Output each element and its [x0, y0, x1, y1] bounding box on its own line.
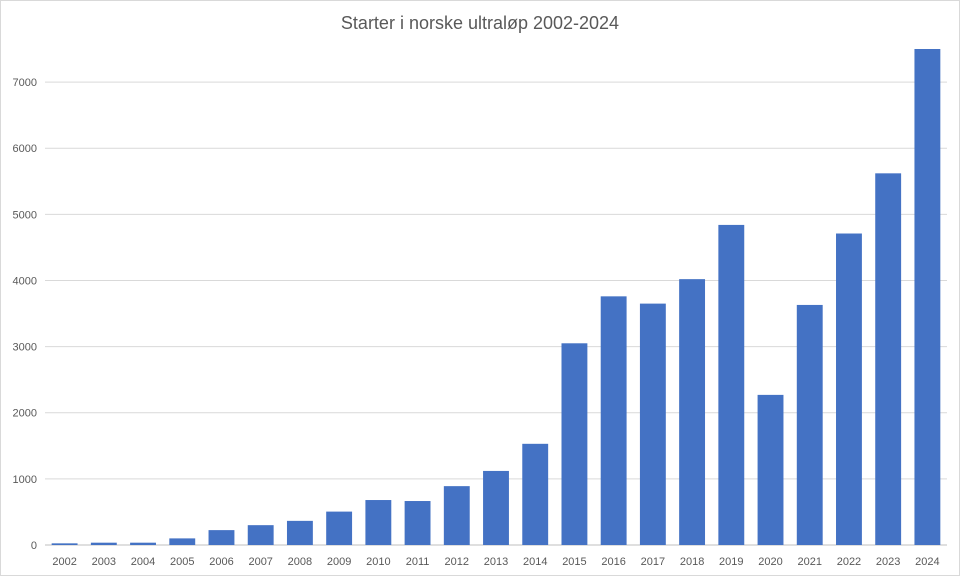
- bar-2017: [639, 303, 666, 545]
- x-tick-label: 2021: [797, 556, 821, 568]
- x-tick-label: 2023: [876, 556, 900, 568]
- x-tick-label: 2006: [209, 556, 233, 568]
- x-tick-label: 2016: [601, 556, 625, 568]
- bars: [51, 49, 941, 545]
- x-tick-label: 2019: [719, 556, 743, 568]
- bar-2023: [875, 173, 902, 545]
- chart-title: Starter i norske ultraløp 2002-2024: [341, 13, 619, 33]
- bar-2016: [600, 296, 627, 545]
- x-tick-label: 2009: [327, 556, 351, 568]
- x-tick-label: 2015: [562, 556, 586, 568]
- x-tick-label: 2012: [445, 556, 469, 568]
- y-axis-tick-labels: 0 1000 2000 3000 4000 5000 6000 7000: [13, 77, 37, 552]
- bar-2013: [483, 470, 509, 545]
- bar-2006: [208, 530, 235, 545]
- y-tick-label: 6000: [13, 143, 37, 155]
- bar-2008: [286, 520, 313, 545]
- bar-2003: [90, 542, 117, 545]
- x-tick-label: 2010: [366, 556, 390, 568]
- y-tick-label: 3000: [13, 342, 37, 354]
- bar-2019: [718, 224, 745, 545]
- bar-2010: [365, 500, 392, 545]
- bar-2009: [326, 511, 353, 545]
- y-tick-label: 5000: [13, 209, 37, 221]
- x-tick-label: 2002: [52, 556, 76, 568]
- gridlines: [45, 81, 947, 546]
- x-tick-label: 2014: [523, 556, 547, 568]
- bar-2004: [130, 542, 156, 545]
- x-tick-label: 2007: [248, 556, 272, 568]
- x-tick-label: 2004: [131, 556, 155, 568]
- y-tick-label: 2000: [13, 408, 37, 420]
- x-tick-label: 2017: [641, 556, 665, 568]
- x-axis-tick-labels: 2002 2003 2004 2005 2006 2007 2008 2009 2010 2011…: [52, 556, 939, 568]
- bar-2022: [836, 233, 862, 545]
- bar-2014: [522, 443, 549, 545]
- x-tick-label: 2020: [758, 556, 782, 568]
- bar-2020: [757, 394, 784, 545]
- x-tick-label: 2005: [170, 556, 194, 568]
- bar-2002: [51, 543, 78, 545]
- bar-2012: [443, 486, 470, 545]
- bar-2021: [796, 304, 823, 545]
- bar-2005: [169, 538, 196, 545]
- x-tick-label: 2024: [915, 556, 939, 568]
- bar-2024: [914, 49, 941, 545]
- bar-2015: [561, 343, 588, 545]
- y-tick-label: 4000: [13, 275, 37, 287]
- y-tick-label: 0: [31, 540, 37, 552]
- bar-2007: [247, 525, 274, 545]
- x-tick-label: 2011: [406, 556, 430, 568]
- x-tick-label: 2003: [92, 556, 116, 568]
- x-tick-label: 2018: [680, 556, 704, 568]
- bar-2011: [404, 501, 431, 545]
- y-tick-label: 1000: [13, 474, 37, 486]
- x-tick-label: 2008: [288, 556, 312, 568]
- x-tick-label: 2013: [484, 556, 508, 568]
- bar-2018: [679, 279, 706, 545]
- y-tick-label: 7000: [13, 77, 37, 89]
- x-tick-label: 2022: [837, 556, 861, 568]
